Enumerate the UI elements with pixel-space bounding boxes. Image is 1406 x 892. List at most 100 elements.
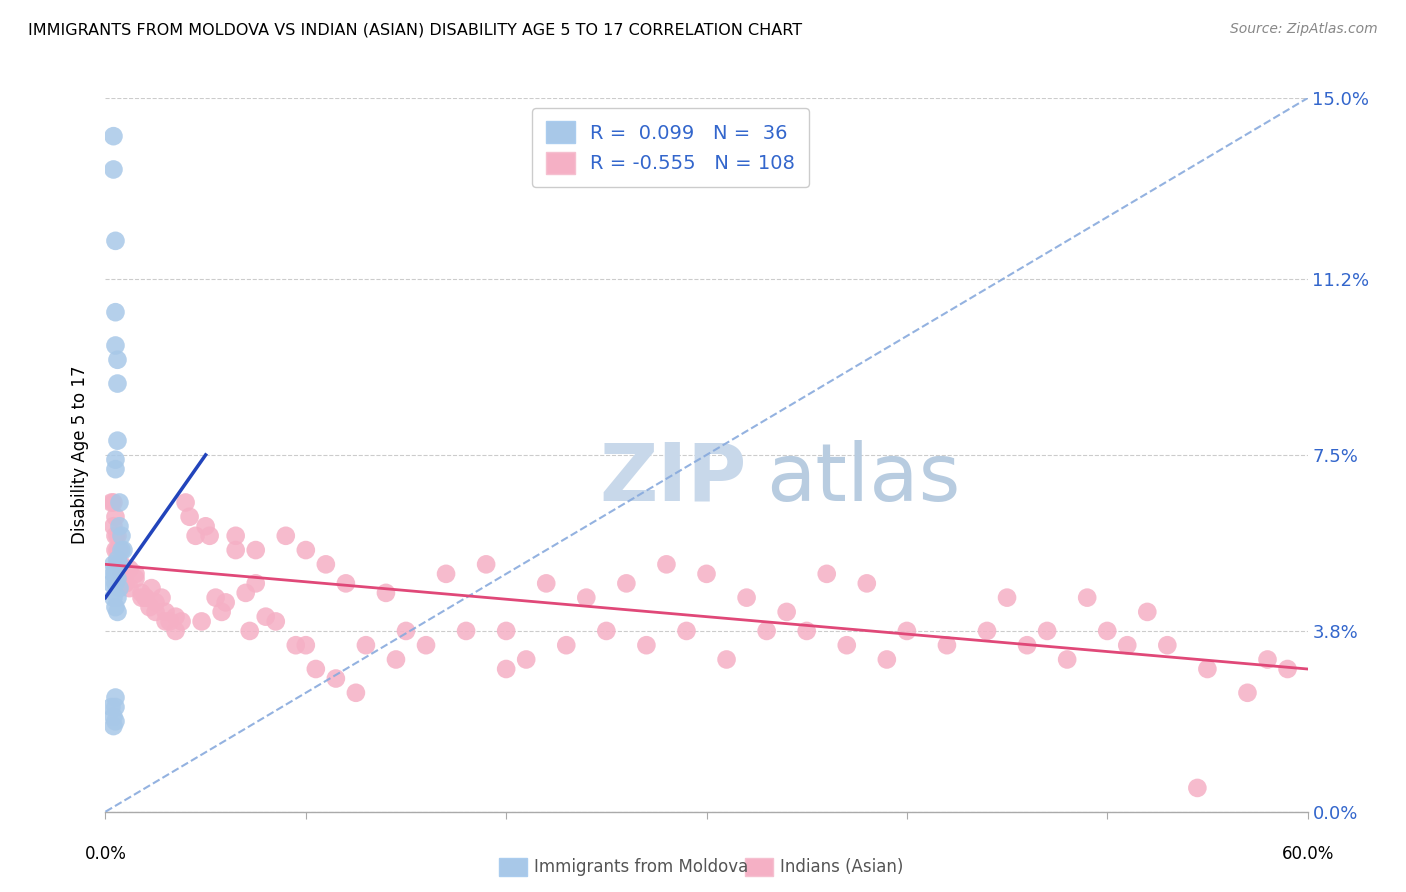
Point [1257, 652, 1279, 666]
Point [325, 672, 347, 686]
Point [100, 576, 122, 591]
Point [118, 562, 141, 576]
Point [103, 519, 125, 533]
Point [434, 566, 457, 581]
Point [103, 566, 125, 581]
Point [104, 509, 127, 524]
Point [315, 558, 337, 572]
Point [104, 700, 127, 714]
Point [165, 624, 187, 638]
Point [475, 558, 498, 572]
Text: Immigrants from Moldova: Immigrants from Moldova [534, 858, 748, 876]
Point [131, 586, 153, 600]
Point [835, 638, 858, 652]
Point [170, 615, 193, 629]
Point [108, 495, 131, 509]
Point [295, 543, 318, 558]
Point [1156, 638, 1178, 652]
Point [150, 591, 173, 605]
Text: Source: ZipAtlas.com: Source: ZipAtlas.com [1230, 22, 1378, 37]
Point [239, 624, 262, 638]
Point [114, 576, 136, 591]
Point [155, 615, 177, 629]
Point [108, 543, 131, 558]
Point [204, 591, 226, 605]
Point [1116, 638, 1139, 652]
Point [1277, 662, 1299, 676]
Point [110, 529, 132, 543]
Point [104, 562, 127, 576]
Point [108, 558, 131, 572]
Point [108, 581, 131, 595]
Point [155, 605, 177, 619]
Point [131, 591, 153, 605]
Point [776, 605, 799, 619]
Point [107, 605, 129, 619]
Point [995, 591, 1018, 605]
Point [114, 576, 136, 591]
Point [104, 600, 127, 615]
Point [104, 543, 127, 558]
Text: Indians (Asian): Indians (Asian) [780, 858, 904, 876]
Point [395, 624, 418, 638]
Point [100, 700, 122, 714]
Text: atlas: atlas [766, 440, 960, 517]
Point [145, 595, 167, 609]
Text: ZIP: ZIP [599, 440, 747, 517]
Point [616, 576, 638, 591]
Point [104, 566, 127, 581]
Point [135, 591, 157, 605]
Point [1056, 652, 1078, 666]
Point [107, 591, 129, 605]
Point [135, 591, 157, 605]
Point [138, 600, 160, 615]
Point [107, 529, 129, 543]
Point [1236, 686, 1258, 700]
Point [936, 638, 959, 652]
Point [976, 624, 998, 638]
Point [198, 529, 221, 543]
Point [107, 572, 129, 586]
Point [165, 609, 187, 624]
Point [855, 576, 877, 591]
Point [225, 543, 247, 558]
Point [335, 576, 357, 591]
Point [735, 591, 758, 605]
Point [211, 605, 233, 619]
Point [876, 652, 898, 666]
Point [107, 552, 129, 566]
Point [174, 495, 197, 509]
Point [112, 566, 135, 581]
Point [495, 624, 517, 638]
Point [696, 566, 718, 581]
Point [110, 558, 132, 572]
Point [159, 615, 181, 629]
Point [103, 719, 125, 733]
Point [104, 452, 127, 467]
Point [415, 638, 437, 652]
Point [456, 624, 478, 638]
Point [245, 576, 267, 591]
Point [103, 129, 125, 144]
Point [1036, 624, 1059, 638]
Text: 60.0%: 60.0% [1281, 845, 1334, 863]
Text: 0.0%: 0.0% [84, 845, 127, 863]
Point [575, 591, 598, 605]
Point [104, 566, 127, 581]
Point [103, 591, 125, 605]
Point [344, 686, 367, 700]
Point [124, 572, 146, 586]
Point [1187, 780, 1209, 795]
Point [675, 624, 697, 638]
Point [107, 352, 129, 367]
Point [104, 690, 127, 705]
Point [1076, 591, 1098, 605]
Point [110, 543, 132, 558]
Point [107, 552, 129, 566]
Point [896, 624, 918, 638]
Point [141, 581, 163, 595]
Point [534, 576, 557, 591]
Point [184, 529, 207, 543]
Point [103, 162, 125, 177]
Point [118, 581, 141, 595]
